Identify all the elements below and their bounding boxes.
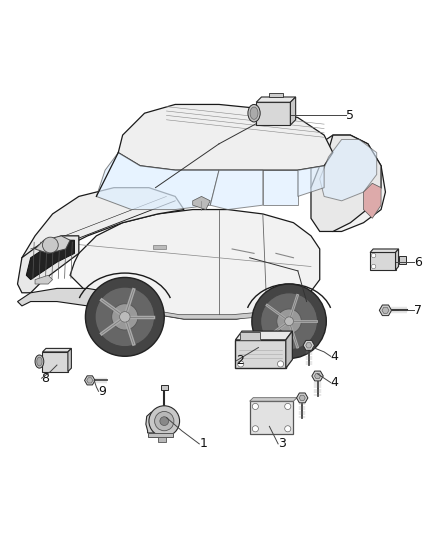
Text: 4: 4 <box>331 350 339 363</box>
Polygon shape <box>250 398 297 401</box>
Circle shape <box>285 403 291 409</box>
Circle shape <box>85 278 164 356</box>
Polygon shape <box>42 352 68 372</box>
Circle shape <box>285 426 291 432</box>
Circle shape <box>120 312 130 322</box>
Text: 8: 8 <box>42 372 49 385</box>
Polygon shape <box>236 340 286 368</box>
Polygon shape <box>306 343 312 348</box>
Polygon shape <box>42 349 71 352</box>
Polygon shape <box>70 209 320 319</box>
Polygon shape <box>210 170 263 209</box>
Polygon shape <box>88 297 311 319</box>
Polygon shape <box>22 188 184 271</box>
Polygon shape <box>297 393 308 403</box>
Polygon shape <box>153 245 166 249</box>
Polygon shape <box>370 249 399 253</box>
Polygon shape <box>35 236 70 253</box>
Polygon shape <box>290 97 296 125</box>
Polygon shape <box>148 433 173 437</box>
Circle shape <box>261 293 318 350</box>
Polygon shape <box>269 93 283 97</box>
Circle shape <box>252 403 258 409</box>
Polygon shape <box>118 104 333 170</box>
Text: 6: 6 <box>414 256 422 269</box>
Circle shape <box>112 304 138 330</box>
Text: 7: 7 <box>414 304 422 317</box>
Text: 4: 4 <box>331 376 339 389</box>
Circle shape <box>149 406 180 437</box>
Polygon shape <box>299 395 305 401</box>
Text: 5: 5 <box>346 109 354 122</box>
Polygon shape <box>96 152 219 209</box>
Polygon shape <box>256 97 296 102</box>
Polygon shape <box>320 140 377 201</box>
Ellipse shape <box>248 104 260 122</box>
Polygon shape <box>26 240 74 280</box>
Ellipse shape <box>250 107 258 119</box>
Polygon shape <box>161 385 168 391</box>
Circle shape <box>160 417 169 425</box>
Ellipse shape <box>35 355 44 368</box>
Circle shape <box>371 264 376 269</box>
Polygon shape <box>311 135 381 231</box>
Polygon shape <box>286 331 293 368</box>
Polygon shape <box>370 253 396 270</box>
Ellipse shape <box>37 357 42 366</box>
Polygon shape <box>312 371 323 381</box>
Polygon shape <box>314 373 321 378</box>
Polygon shape <box>263 170 298 205</box>
Polygon shape <box>87 378 93 383</box>
Polygon shape <box>364 183 381 219</box>
Circle shape <box>237 361 244 367</box>
Polygon shape <box>256 102 290 125</box>
Polygon shape <box>240 332 259 340</box>
Polygon shape <box>68 349 71 372</box>
Polygon shape <box>303 341 314 350</box>
Circle shape <box>278 361 283 367</box>
Text: 1: 1 <box>199 438 207 450</box>
Polygon shape <box>18 236 79 293</box>
Polygon shape <box>236 331 293 340</box>
Circle shape <box>371 253 376 258</box>
Circle shape <box>252 426 258 432</box>
Circle shape <box>277 309 301 334</box>
Polygon shape <box>298 166 324 197</box>
Circle shape <box>95 287 155 346</box>
Polygon shape <box>382 307 389 313</box>
Text: 3: 3 <box>278 438 286 450</box>
Polygon shape <box>311 135 385 231</box>
Text: 2: 2 <box>237 354 244 367</box>
Circle shape <box>42 237 58 253</box>
Polygon shape <box>399 255 406 264</box>
Polygon shape <box>158 437 166 442</box>
Text: 9: 9 <box>99 385 106 398</box>
Polygon shape <box>18 288 123 306</box>
Polygon shape <box>396 249 399 270</box>
Polygon shape <box>85 376 95 385</box>
Polygon shape <box>193 197 210 209</box>
Polygon shape <box>379 305 392 316</box>
Polygon shape <box>250 401 293 434</box>
Circle shape <box>285 317 293 326</box>
Circle shape <box>155 411 174 431</box>
Polygon shape <box>146 411 177 433</box>
Circle shape <box>252 284 326 359</box>
Polygon shape <box>35 275 53 284</box>
